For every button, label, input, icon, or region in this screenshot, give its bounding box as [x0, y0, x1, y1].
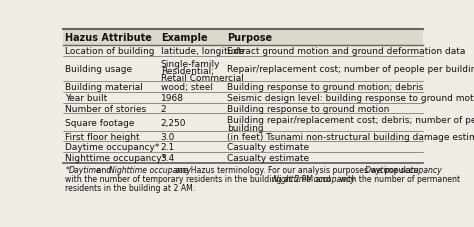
- Text: with the number of temporary residents in the building at 2 PM and: with the number of temporary residents i…: [65, 174, 333, 183]
- Text: First floor height: First floor height: [65, 132, 140, 141]
- Text: Daytime occupancy: Daytime occupancy: [365, 165, 442, 174]
- Text: Purpose: Purpose: [227, 33, 273, 43]
- Text: Seismic design level: building response to ground motion: Seismic design level: building response …: [227, 93, 474, 102]
- Text: Daytime: Daytime: [68, 165, 101, 174]
- Text: Extract ground motion and ground deformation data: Extract ground motion and ground deforma…: [227, 47, 465, 56]
- Text: Nighttime occupancy: Nighttime occupancy: [109, 165, 191, 174]
- Text: Residential;: Residential;: [161, 67, 214, 76]
- Text: Nighttime occupancy*: Nighttime occupancy*: [65, 154, 166, 163]
- Text: building: building: [227, 123, 264, 132]
- Text: 2,250: 2,250: [161, 118, 186, 127]
- Text: are Hazus terminology. For our analysis purposes we populate: are Hazus terminology. For our analysis …: [173, 165, 421, 174]
- Text: wood; steel: wood; steel: [161, 82, 213, 91]
- Text: 2: 2: [161, 104, 166, 113]
- Text: Building repair/replacement cost; debris; number of people per: Building repair/replacement cost; debris…: [227, 116, 474, 125]
- Text: 3.0: 3.0: [161, 132, 175, 141]
- Bar: [63, 30, 423, 46]
- Text: Repair/replacement cost; number of people per building: Repair/replacement cost; number of peopl…: [227, 65, 474, 74]
- Text: Number of stories: Number of stories: [65, 104, 146, 113]
- Text: Building material: Building material: [65, 82, 143, 91]
- Text: Single-family: Single-family: [161, 59, 220, 68]
- Text: Casualty estimate: Casualty estimate: [227, 143, 310, 152]
- Text: 2.1: 2.1: [161, 143, 175, 152]
- Text: residents in the building at 2 AM.: residents in the building at 2 AM.: [65, 183, 196, 192]
- Text: Location of building: Location of building: [65, 47, 155, 56]
- Text: Casualty estimate: Casualty estimate: [227, 154, 310, 163]
- Text: Nighttime occupancy: Nighttime occupancy: [273, 174, 355, 183]
- Text: Hazus Attribute: Hazus Attribute: [65, 33, 152, 43]
- Text: Building response to ground motion: Building response to ground motion: [227, 104, 390, 113]
- Text: Retail Commercial: Retail Commercial: [161, 74, 244, 83]
- Text: Square footage: Square footage: [65, 118, 135, 127]
- Text: Building usage: Building usage: [65, 65, 133, 74]
- Text: Example: Example: [161, 33, 207, 43]
- Text: 3.4: 3.4: [161, 154, 175, 163]
- Text: and: and: [94, 165, 114, 174]
- Text: *: *: [65, 165, 69, 174]
- Text: 1968: 1968: [161, 93, 184, 102]
- Text: with the number of permanent: with the number of permanent: [337, 174, 460, 183]
- Text: (in feet) Tsunami non-structural building damage estimate: (in feet) Tsunami non-structural buildin…: [227, 132, 474, 141]
- Text: Year built: Year built: [65, 93, 108, 102]
- Text: Daytime occupancy*: Daytime occupancy*: [65, 143, 160, 152]
- Text: Building response to ground motion; debris: Building response to ground motion; debr…: [227, 82, 424, 91]
- Text: latitude, longitude: latitude, longitude: [161, 47, 245, 56]
